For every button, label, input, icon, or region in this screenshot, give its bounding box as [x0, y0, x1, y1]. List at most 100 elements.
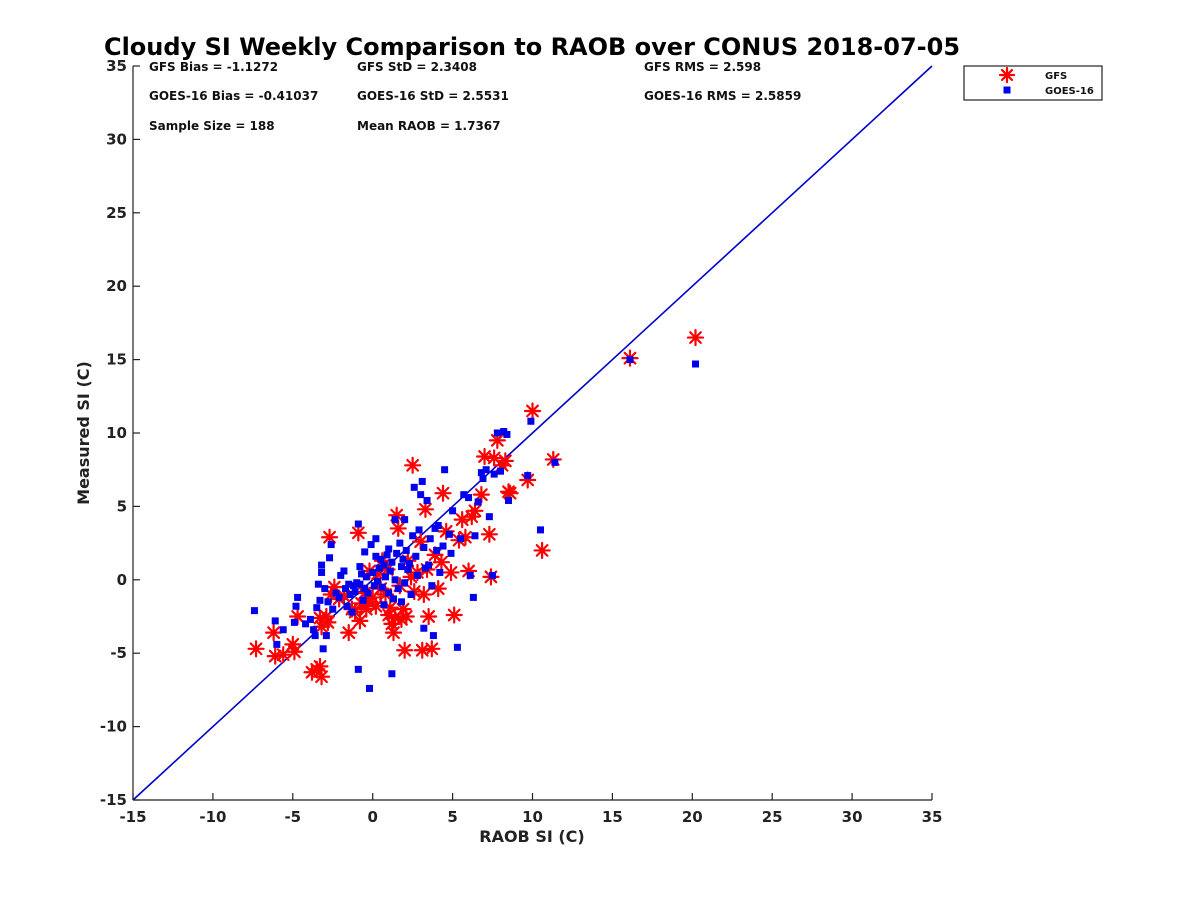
- goes16-point: [271, 617, 279, 625]
- goes16-point: [388, 558, 396, 566]
- goes16-point: [337, 571, 345, 579]
- goes16-point: [445, 530, 453, 538]
- gfs-point: [416, 500, 435, 518]
- asterisk-stroke: [521, 473, 535, 487]
- gfs-point: [475, 447, 494, 466]
- stat-sample-size: Sample Size = 188: [149, 119, 275, 133]
- goes16-point: [290, 618, 298, 626]
- legend-goes16-square: [1003, 86, 1011, 94]
- gfs-point: [432, 553, 451, 571]
- goes16-point: [327, 541, 335, 549]
- goes16-point: [423, 497, 431, 505]
- y-tick-label: 20: [106, 277, 127, 295]
- goes16-point: [418, 477, 426, 485]
- goes16-point: [359, 596, 367, 604]
- reference-line-group: [132, 65, 933, 801]
- legend-box: [963, 65, 1103, 101]
- gfs-point: [384, 624, 403, 642]
- x-tick-label: -10: [199, 808, 226, 826]
- asterisk-stroke: [391, 522, 405, 535]
- asterisk-stroke: [474, 488, 488, 502]
- goes16-point: [439, 542, 447, 550]
- goes16-point: [497, 467, 505, 475]
- goes16-point: [405, 560, 413, 568]
- asterisk-stroke: [353, 614, 367, 628]
- stat-goes-rms: GOES-16 RMS = 2.5859: [644, 89, 801, 103]
- goes16-point: [279, 626, 287, 634]
- x-tick-label: 25: [762, 808, 783, 826]
- asterisk-stroke: [490, 433, 504, 447]
- asterisk-stroke: [535, 544, 549, 557]
- gfs-point: [434, 484, 452, 502]
- asterisk-stroke: [689, 331, 702, 344]
- goes16-point: [319, 645, 327, 653]
- goes16-point: [329, 605, 337, 613]
- x-tick-label: 30: [842, 808, 863, 826]
- goes16-point: [410, 483, 418, 491]
- asterisk-stroke: [249, 642, 263, 656]
- goes16-point: [409, 532, 417, 540]
- y-tick-label: 25: [106, 204, 127, 222]
- goes16-point: [436, 568, 444, 576]
- asterisk-stroke: [417, 588, 431, 601]
- goes16-point: [356, 580, 364, 588]
- goes16-point: [449, 507, 457, 515]
- y-tick-label: 15: [106, 351, 127, 369]
- goes16-point: [429, 632, 437, 640]
- goes16-point: [356, 563, 364, 571]
- asterisk-stroke: [387, 626, 400, 640]
- asterisk-stroke: [1000, 68, 1014, 82]
- goes16-point: [393, 549, 401, 557]
- goes16-point: [385, 589, 393, 597]
- goes16-point: [313, 604, 321, 612]
- goes16-point: [433, 546, 441, 554]
- goes16-point: [396, 539, 404, 547]
- goes16-point: [310, 626, 318, 634]
- goes16-point: [372, 552, 380, 560]
- y-tick-label: 35: [106, 57, 127, 75]
- goes16-point: [385, 545, 393, 553]
- goes16-point: [351, 588, 359, 596]
- stat-mean-raob: Mean RAOB = 1.7367: [357, 119, 501, 133]
- goes16-point: [386, 567, 394, 575]
- chart-title: Cloudy SI Weekly Comparison to RAOB over…: [104, 33, 960, 61]
- goes16-point: [426, 535, 434, 543]
- asterisk-stroke: [462, 564, 475, 578]
- goes16-point: [383, 551, 391, 559]
- gfs-point: [397, 607, 415, 626]
- goes16-series: [250, 356, 699, 692]
- asterisk-stroke: [321, 615, 335, 629]
- gfs-point: [340, 624, 358, 642]
- gfs-point: [420, 607, 438, 626]
- stat-goes-bias: GOES-16 Bias = -0.41037: [149, 89, 318, 103]
- goes16-point: [457, 535, 465, 543]
- gfs-point: [349, 524, 367, 542]
- asterisk-stroke: [422, 610, 436, 623]
- goes16-point: [343, 602, 351, 610]
- goes16-point: [381, 573, 389, 581]
- goes16-point: [326, 554, 334, 562]
- goes16-point: [524, 472, 532, 480]
- asterisk-stroke: [396, 602, 410, 616]
- goes16-point: [397, 563, 405, 571]
- goes16-point: [425, 561, 433, 569]
- gfs-point: [389, 519, 407, 538]
- goes16-point: [434, 521, 442, 529]
- goes16-point: [404, 566, 412, 574]
- goes16-point: [314, 580, 322, 588]
- goes16-point: [318, 561, 326, 569]
- asterisk-stroke: [369, 599, 383, 613]
- y-tick-label: 5: [117, 497, 127, 515]
- asterisk-stroke: [444, 566, 458, 579]
- x-tick-label: -5: [284, 808, 301, 826]
- goes16-point: [366, 684, 374, 692]
- y-axis-label: Measured SI (C): [74, 361, 93, 505]
- goes16-point: [527, 417, 535, 425]
- goes16-point: [302, 620, 310, 628]
- asterisk-stroke: [468, 504, 482, 518]
- asterisk-stroke: [327, 580, 341, 594]
- goes16-point: [551, 458, 559, 466]
- gfs-point: [488, 431, 506, 449]
- goes16-point: [505, 497, 513, 505]
